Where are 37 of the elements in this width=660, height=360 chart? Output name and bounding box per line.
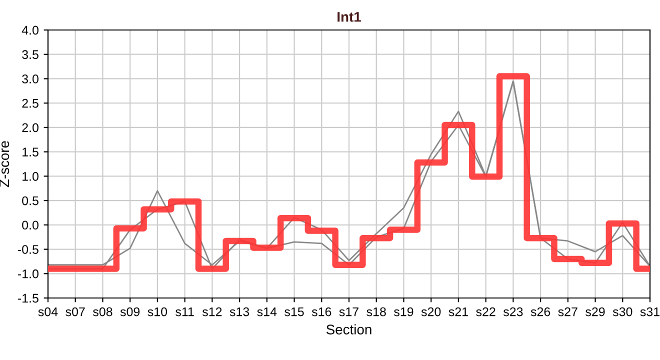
y-tick-label: -1.5 <box>18 294 38 303</box>
x-tick-label: s04 <box>38 307 58 316</box>
x-tick-label: s12 <box>202 307 222 316</box>
x-tick-label: s09 <box>120 307 140 316</box>
y-tick-label: 1.0 <box>22 172 38 181</box>
x-tick-label: s16 <box>312 307 332 316</box>
x-axis-title: Section <box>326 324 372 334</box>
x-tick-label: s23 <box>503 307 523 316</box>
x-tick-label: s30 <box>612 307 632 316</box>
x-tick-label: s31 <box>640 307 660 316</box>
y-tick-label: 0.0 <box>22 220 38 230</box>
x-tick-label: s13 <box>230 307 250 316</box>
chart-title: Int1 <box>338 12 361 22</box>
y-tick-label: 4.0 <box>22 26 38 35</box>
y-tick-label: 2.5 <box>22 98 38 108</box>
y-tick-label: 3.0 <box>22 74 38 84</box>
x-tick-label: s18 <box>366 307 386 316</box>
x-tick-label: s20 <box>421 307 441 316</box>
y-tick-label: 0.5 <box>22 196 38 206</box>
x-tick-label: s26 <box>530 307 550 316</box>
x-tick-label: s27 <box>558 307 578 316</box>
y-tick-label: 3.5 <box>22 50 38 60</box>
x-tick-label: s15 <box>284 307 304 316</box>
x-tick-label: s29 <box>586 307 605 316</box>
x-tick-label: s14 <box>257 307 277 316</box>
y-tick-label: -0.5 <box>18 245 38 254</box>
x-tick-label: s10 <box>148 307 168 316</box>
x-tick-label: s21 <box>448 307 468 316</box>
x-tick-label: s08 <box>93 307 112 316</box>
y-tick-label: -1.0 <box>18 269 38 278</box>
x-tick-label: s07 <box>66 307 85 316</box>
y-tick-label: 2.0 <box>22 123 38 132</box>
x-tick-label: s11 <box>176 307 194 316</box>
x-tick-label: s17 <box>339 307 358 316</box>
y-tick-label: 1.5 <box>22 148 38 156</box>
x-tick-label: s22 <box>476 307 496 316</box>
x-tick-label: s19 <box>394 307 414 316</box>
